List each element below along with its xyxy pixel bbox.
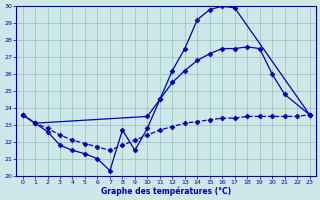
X-axis label: Graphe des températures (°C): Graphe des températures (°C): [101, 186, 231, 196]
